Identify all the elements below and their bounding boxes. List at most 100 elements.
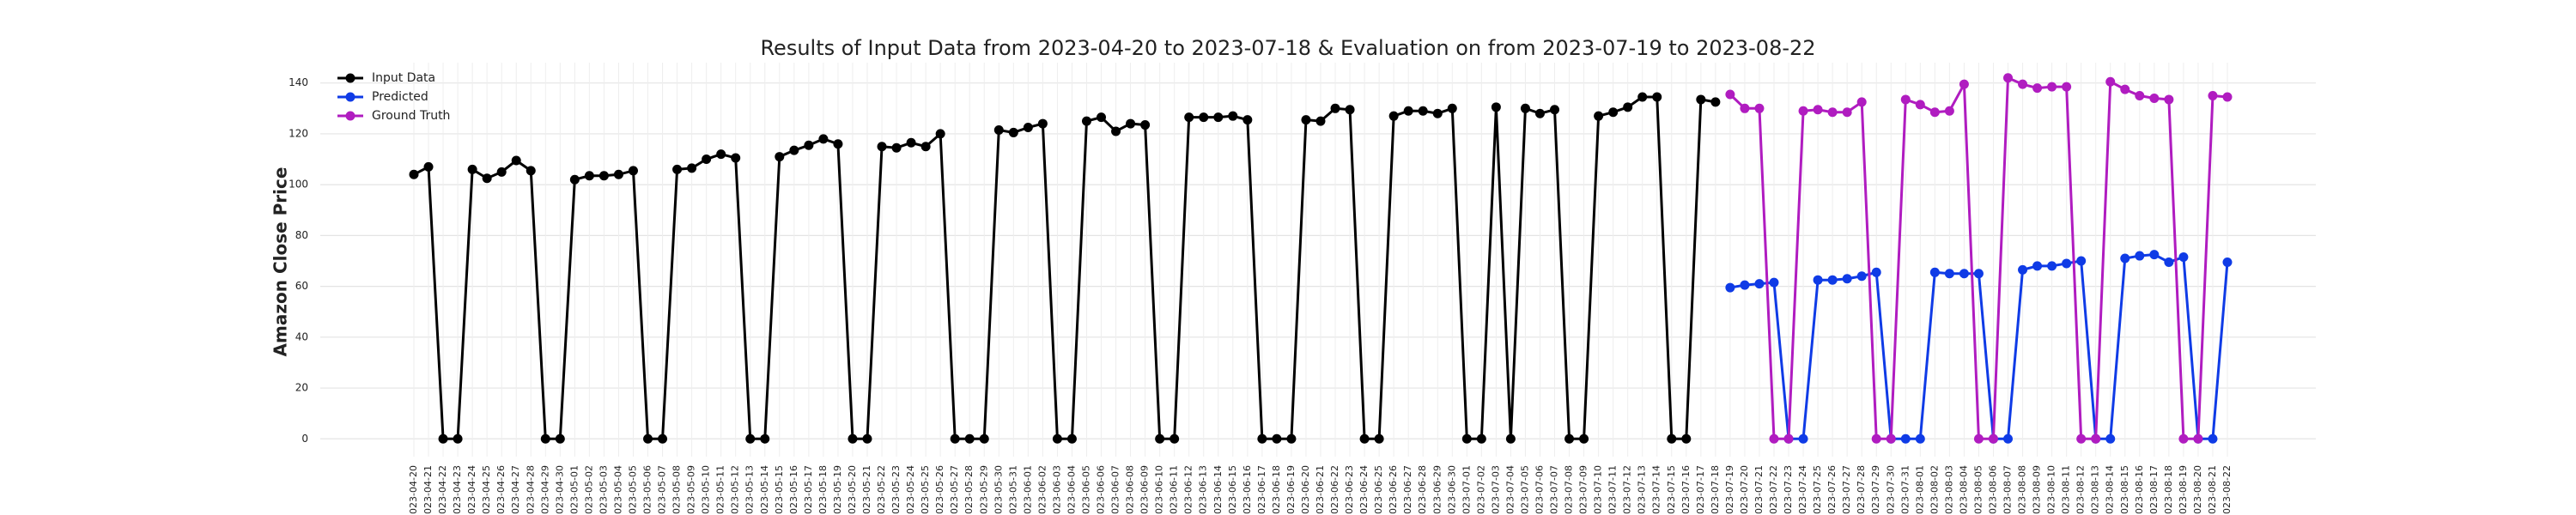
- x-tick-label: 2023-06-06: [1096, 465, 1107, 515]
- x-tick-label: 2023-05-23: [890, 465, 902, 515]
- x-tick-label: 2023-07-27: [1841, 465, 1852, 515]
- x-tick-label: 2023-08-19: [2178, 465, 2189, 515]
- x-tick-label: 2023-07-16: [1680, 465, 1692, 515]
- data-point: [613, 169, 623, 179]
- x-tick-label: 2023-07-19: [1724, 465, 1735, 515]
- data-point: [2164, 94, 2174, 105]
- data-point: [1037, 118, 1048, 129]
- x-tick-label: 2023-05-11: [715, 465, 726, 515]
- data-point: [1520, 103, 1530, 113]
- x-tick-label: 2023-08-05: [1972, 465, 1984, 515]
- x-tick-label: 2023-06-24: [1358, 465, 1370, 515]
- data-point: [1900, 433, 1911, 444]
- x-tick-label: 2023-06-23: [1344, 465, 1355, 515]
- x-tick-label: 2023-05-27: [949, 465, 960, 515]
- data-point: [2120, 253, 2130, 264]
- x-tick-label: 2023-06-02: [1036, 465, 1048, 515]
- x-tick-label: 2023-04-20: [408, 465, 419, 515]
- x-tick-label: 2023-05-13: [744, 465, 756, 515]
- data-point: [2105, 433, 2116, 444]
- data-point: [1155, 433, 1165, 444]
- x-tick-label: 2023-06-20: [1300, 465, 1311, 515]
- data-point: [2135, 90, 2145, 100]
- x-tick-label: 2023-07-05: [1519, 465, 1530, 515]
- data-point: [1345, 105, 1355, 115]
- y-tick-label: 60: [295, 280, 308, 292]
- data-point: [1725, 282, 1735, 293]
- x-tick-label: 2023-06-08: [1125, 465, 1136, 515]
- data-point: [1550, 105, 1560, 115]
- data-point: [1856, 271, 1867, 282]
- x-tick-label: 2023-04-30: [554, 465, 565, 515]
- x-tick-label: 2023-08-03: [1943, 465, 1954, 515]
- chart-title: Results of Input Data from 2023-04-20 to…: [760, 36, 1815, 60]
- x-tick-label: 2023-07-15: [1666, 465, 1677, 515]
- x-tick-label: 2023-08-01: [1914, 465, 1925, 515]
- x-tick-label: 2023-06-25: [1373, 465, 1384, 515]
- y-tick-label: 140: [289, 76, 308, 88]
- data-point: [1286, 433, 1297, 444]
- data-point: [950, 433, 960, 444]
- data-point: [1740, 280, 1750, 290]
- x-tick-label: 2023-07-04: [1504, 465, 1516, 515]
- x-tick-label: 2023-08-17: [2148, 465, 2160, 515]
- x-tick-label: 2023-06-09: [1139, 465, 1151, 515]
- x-tick-label: 2023-07-02: [1475, 465, 1486, 515]
- data-point: [1111, 126, 1121, 136]
- x-tick-label: 2023-08-13: [2090, 465, 2101, 515]
- x-tick-label: 2023-06-05: [1080, 465, 1091, 515]
- data-point: [964, 433, 975, 444]
- x-tick-label: 2023-05-25: [920, 465, 931, 515]
- x-tick-label: 2023-06-10: [1154, 465, 1165, 515]
- data-point: [1754, 279, 1765, 289]
- data-point: [1184, 112, 1194, 123]
- data-point: [775, 152, 785, 162]
- data-point: [1944, 106, 1954, 116]
- data-point: [2149, 250, 2160, 260]
- data-point: [423, 161, 434, 172]
- x-tick-label: 2023-06-04: [1066, 465, 1077, 515]
- x-tick-label: 2023-07-24: [1797, 465, 1808, 515]
- data-point: [1871, 433, 1881, 444]
- x-tick-label: 2023-05-10: [701, 465, 712, 515]
- x-tick-label: 2023-07-07: [1549, 465, 1560, 515]
- x-tick-label: 2023-07-28: [1856, 465, 1867, 515]
- data-point: [818, 134, 829, 144]
- x-tick-label: 2023-06-17: [1256, 465, 1267, 515]
- x-tick-label: 2023-04-21: [422, 465, 434, 515]
- data-point: [496, 167, 507, 177]
- data-point: [2164, 257, 2174, 267]
- x-tick-label: 2023-06-11: [1169, 465, 1180, 515]
- data-point: [1418, 106, 1428, 116]
- x-tick-label: 2023-07-08: [1564, 465, 1575, 515]
- y-tick-label: 120: [289, 127, 308, 139]
- x-tick-label: 2023-06-29: [1431, 465, 1443, 515]
- data-point: [1827, 275, 1838, 285]
- x-tick-label: 2023-08-06: [1987, 465, 1998, 515]
- data-point: [1798, 106, 1808, 116]
- data-point: [1623, 102, 1633, 112]
- data-point: [2047, 82, 2057, 92]
- x-tick-label: 2023-05-24: [905, 465, 916, 515]
- x-tick-label: 2023-08-09: [2032, 465, 2043, 515]
- x-tick-label: 2023-07-31: [1899, 465, 1911, 515]
- data-point: [1871, 267, 1881, 277]
- data-point: [2208, 433, 2218, 444]
- data-point: [2062, 258, 2072, 269]
- data-point: [1652, 92, 1662, 102]
- data-point: [2149, 93, 2160, 103]
- data-point: [702, 154, 712, 165]
- x-tick-label: 2023-08-20: [2192, 465, 2203, 515]
- x-tick-label: 2023-06-19: [1285, 465, 1297, 515]
- data-point: [1769, 433, 1779, 444]
- data-point: [555, 433, 565, 444]
- x-tick-label: 2023-06-12: [1183, 465, 1194, 515]
- data-point: [1667, 433, 1677, 444]
- x-tick-label: 2023-06-14: [1212, 465, 1224, 515]
- data-point: [2091, 433, 2101, 444]
- x-tick-label: 2023-04-22: [437, 465, 448, 515]
- x-tick-label: 2023-08-14: [2105, 465, 2116, 515]
- data-point: [584, 171, 594, 181]
- x-tick-label: 2023-08-16: [2134, 465, 2145, 515]
- x-tick-label: 2023-08-02: [1929, 465, 1940, 515]
